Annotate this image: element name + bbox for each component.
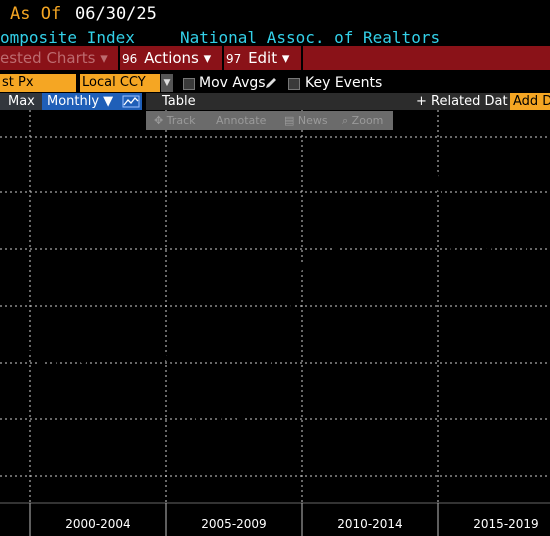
toolbar-divider <box>222 46 224 70</box>
zoom-label: Zoom <box>351 114 384 127</box>
track-tool[interactable]: ✥ Track <box>154 114 196 127</box>
edit-menu[interactable]: 97 Edit ▾ <box>226 46 298 70</box>
line-chart-toggle[interactable] <box>120 93 142 110</box>
as-of-date[interactable]: 06/30/25 <box>75 4 157 24</box>
range-max-button[interactable]: Max <box>0 93 48 110</box>
chart-tools-bar: ✥ Track Annotate ▤ News ⌕ Zoom <box>146 111 393 130</box>
toolbar-divider <box>118 46 120 70</box>
x-tick-label: 2015-2019 <box>473 517 538 531</box>
news-icon: ▤ <box>284 114 298 127</box>
as-of-line: As Of 06/30/25 <box>0 0 550 28</box>
key-events-checkbox[interactable] <box>288 78 300 90</box>
chart-area[interactable]: 2000-2004 2005-2009 2010-2014 2015-2019 <box>0 110 550 536</box>
zoom-icon: ⌕ <box>342 114 352 127</box>
table-button[interactable]: Table <box>146 93 428 110</box>
mov-avgs-label: Mov Avgs <box>199 75 266 91</box>
chart-options-bar: st Px Local CCY ▼ Mov Avgs Key Events <box>0 73 550 93</box>
frequency-dropdown[interactable]: Monthly ▼ <box>42 93 120 110</box>
actions-menu[interactable]: 96 Actions ▾ <box>122 46 220 70</box>
line-chart-icon <box>122 95 140 108</box>
x-tick-label: 2005-2009 <box>201 517 266 531</box>
suggested-charts-menu[interactable]: ested Charts ▾ <box>0 49 108 67</box>
as-of-label: As Of <box>10 4 62 24</box>
mov-avgs-checkbox[interactable] <box>183 78 195 90</box>
x-tick-label: 2000-2004 <box>65 517 130 531</box>
chart-toolbar: ested Charts ▾ 96 Actions ▾ 97 Edit ▾ <box>0 46 550 70</box>
source-name: National Assoc. of Realtors <box>180 28 441 47</box>
edit-label: Edit ▾ <box>248 49 290 67</box>
x-tick-label: 2010-2014 <box>337 517 402 531</box>
currency-dropdown[interactable]: Local CCY <box>80 74 160 92</box>
toolbar-divider <box>301 46 303 70</box>
price-field-dropdown[interactable]: st Px <box>0 74 76 92</box>
currency-dropdown-arrow-icon[interactable]: ▼ <box>161 74 173 92</box>
pencil-icon[interactable] <box>264 76 278 90</box>
news-tool[interactable]: ▤ News <box>284 111 328 130</box>
security-title-line: omposite Index National Assoc. of Realto… <box>0 28 550 47</box>
actions-shortcut: 96 <box>122 52 138 66</box>
line-chart[interactable]: 2000-2004 2005-2009 2010-2014 2015-2019 <box>0 110 550 536</box>
zoom-tool[interactable]: ⌕ Zoom <box>342 111 383 130</box>
annotate-tool[interactable]: Annotate <box>216 114 267 127</box>
key-events-label: Key Events <box>305 75 383 91</box>
related-data-button[interactable]: + Related Dat <box>412 93 514 110</box>
actions-label: Actions ▾ <box>144 49 212 67</box>
range-bar: Max Monthly ▼ Table + Related Dat Add D <box>0 93 550 110</box>
edit-shortcut: 97 <box>226 52 242 66</box>
index-name: omposite Index <box>0 28 135 47</box>
series-line <box>0 147 550 431</box>
add-data-button[interactable]: Add D <box>510 93 550 110</box>
news-label: News <box>297 114 328 127</box>
